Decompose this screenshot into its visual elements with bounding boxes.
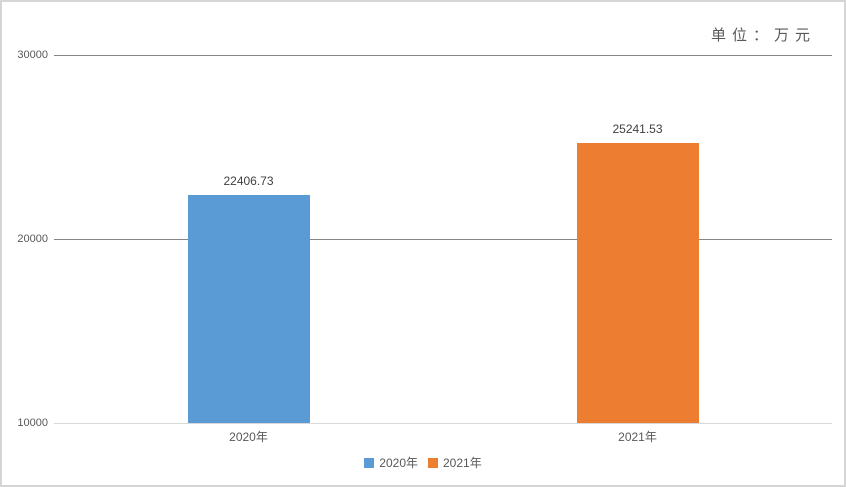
unit-label: 单位：万元 xyxy=(710,27,816,44)
legend-item-2021: 2021年 xyxy=(428,454,482,471)
legend-item-2020: 2020年 xyxy=(364,454,418,471)
x-axis-category-label: 2020年 xyxy=(229,430,268,444)
gridline xyxy=(54,55,832,56)
legend-swatch xyxy=(364,457,375,468)
data-label: 25241.53 xyxy=(612,121,663,136)
legend-label: 2020年 xyxy=(379,456,418,470)
x-axis-line xyxy=(54,423,832,424)
bar-2021 xyxy=(576,142,699,423)
legend-swatch xyxy=(428,457,438,468)
gridline xyxy=(54,239,832,240)
data-label: 22406.73 xyxy=(223,173,274,188)
x-axis-category-label: 2021年 xyxy=(618,430,657,444)
legend: 2020年 2021年 xyxy=(2,454,844,471)
y-axis-tick-label: 10000 xyxy=(17,417,48,429)
bar-2020 xyxy=(187,194,310,423)
legend-label: 2021年 xyxy=(443,456,482,470)
y-axis-tick-label: 30000 xyxy=(17,49,48,61)
y-axis-tick-label: 20000 xyxy=(17,233,48,245)
